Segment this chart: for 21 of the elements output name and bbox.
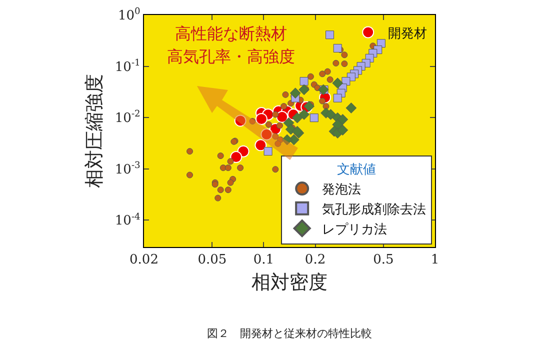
y-tick-label: 10$^{-2}$ xyxy=(114,110,140,126)
legend-label: 気孔形成剤除去法 xyxy=(322,202,426,218)
y-tick-label: 10$^{-4}$ xyxy=(114,212,141,229)
x-tick-label: 0.02 xyxy=(130,252,158,268)
x-tick-label: 0.2 xyxy=(304,252,326,268)
legend-label: 発泡法 xyxy=(322,182,362,198)
x-tick-label: 0.05 xyxy=(198,252,227,268)
x-axis-title: 相対密度 xyxy=(252,272,328,294)
y-tick-label: 10$^{0}$ xyxy=(118,7,141,24)
x-tick-label: 1 xyxy=(430,252,440,268)
annotation: 高気孔率・高強度 xyxy=(167,47,295,66)
x-tick-label: 0.1 xyxy=(253,252,274,268)
legend-title: 文献値 xyxy=(337,162,376,178)
caption: 図２ 開発材と従来材の特性比較 xyxy=(207,327,372,340)
y-tick-label: 10$^{-1}$ xyxy=(114,58,140,75)
legend-label: 開発材 xyxy=(388,26,428,42)
legend-label: レプリカ法 xyxy=(322,222,388,238)
y-tick-label: 10$^{-3}$ xyxy=(114,160,141,178)
x-tick-label: 0.5 xyxy=(373,252,394,268)
annotation: 高性能な断熱材 xyxy=(175,24,287,43)
y-axis-title: 相対圧縮強度 xyxy=(84,74,106,188)
